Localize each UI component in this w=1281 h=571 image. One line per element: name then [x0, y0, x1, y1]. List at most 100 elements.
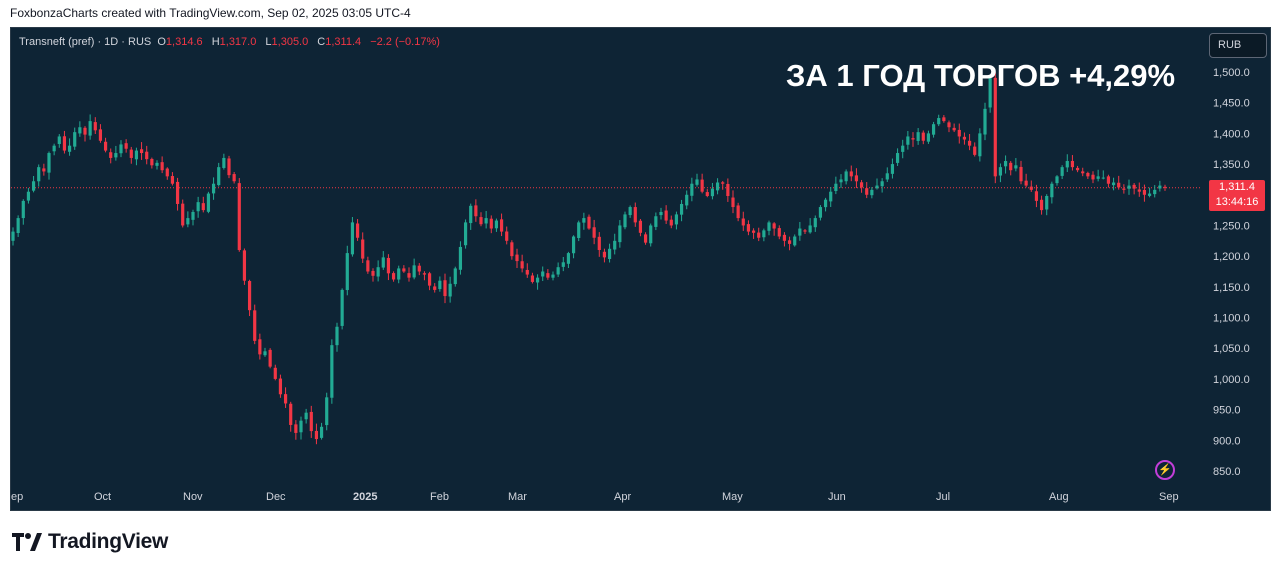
- candle-body: [319, 426, 324, 438]
- candle-body: [1122, 188, 1126, 190]
- candle-body: [484, 218, 488, 224]
- candle-body: [885, 173, 889, 180]
- candle-body: [700, 179, 704, 192]
- candle-body: [808, 225, 812, 233]
- candle-body: [181, 203, 185, 226]
- candle-body: [150, 158, 154, 166]
- candle-body: [854, 175, 859, 182]
- x-tick-label: Nov: [183, 491, 203, 503]
- candle-body: [561, 262, 565, 267]
- candle-body: [422, 273, 427, 275]
- candle-body: [391, 273, 396, 280]
- open-value: 1,314.6: [165, 36, 203, 48]
- candle-body: [1024, 180, 1028, 186]
- candle-body: [134, 150, 139, 160]
- candle-body: [201, 203, 205, 211]
- candle-body: [906, 136, 910, 145]
- candle-body: [155, 162, 159, 166]
- candle-body: [746, 224, 751, 232]
- candle-body: [1081, 171, 1085, 174]
- candle-body: [52, 145, 56, 152]
- x-tick-label: Feb: [430, 491, 449, 503]
- candle-body: [325, 397, 329, 426]
- candle-body: [967, 140, 972, 146]
- x-tick-label: Oct: [94, 491, 111, 503]
- ohlc-legend: Transneft (pref) · 1D · RUS O1,314.6 H1,…: [19, 36, 440, 48]
- y-tick-label: 1,450.0: [1213, 98, 1250, 110]
- candle-body: [1014, 165, 1018, 169]
- candle-body: [330, 345, 334, 398]
- bar-countdown: 13:44:16: [1215, 195, 1259, 208]
- candle-body: [669, 219, 673, 226]
- candle-body: [787, 240, 792, 244]
- candle-body: [998, 167, 1003, 176]
- candle-body: [921, 132, 925, 141]
- candle-body: [628, 207, 632, 216]
- candle-body: [633, 207, 637, 223]
- candle-body: [114, 153, 118, 158]
- candle-body: [566, 253, 571, 264]
- x-tick-label: Sep: [1159, 491, 1179, 503]
- lightning-icon[interactable]: ⚡: [1155, 460, 1175, 480]
- candle-body: [217, 167, 221, 186]
- price-chart[interactable]: 1,500.01,450.01,400.01,350.01,300.01,250…: [11, 28, 1271, 511]
- candle-body: [1117, 182, 1121, 188]
- candle-body: [813, 218, 817, 228]
- candle-body: [875, 185, 879, 189]
- x-tick-label: Apr: [614, 491, 631, 503]
- candle-body: [37, 167, 41, 182]
- candle-body: [191, 211, 195, 220]
- candle-body: [335, 326, 339, 346]
- candle-body: [849, 171, 853, 177]
- tradingview-logo[interactable]: TradingView: [12, 530, 168, 554]
- candle-body: [402, 268, 406, 272]
- candle-body: [587, 216, 591, 229]
- candle-body: [947, 122, 951, 128]
- close-value: 1,311.4: [325, 36, 362, 48]
- candle-body: [304, 412, 308, 420]
- candle-body: [443, 280, 447, 297]
- candle-body: [618, 225, 622, 243]
- x-tick-label: Aug: [1049, 491, 1069, 503]
- candle-body: [1019, 166, 1023, 182]
- currency-selector[interactable]: RUB: [1209, 33, 1267, 58]
- chart-annotation-headline: ЗА 1 ГОД ТОРГОВ +4,29%: [786, 58, 1176, 93]
- candle-body: [597, 236, 601, 251]
- symbol-label[interactable]: Transneft (pref) · 1D · RUS: [19, 36, 152, 48]
- candle-body: [1065, 161, 1069, 168]
- candle-body: [535, 277, 540, 283]
- candle-body: [1096, 176, 1100, 179]
- candle-body: [253, 310, 257, 341]
- candle-body: [571, 236, 576, 254]
- candle-body: [458, 246, 463, 270]
- candle-body: [911, 138, 915, 140]
- candle-body: [1158, 185, 1162, 189]
- y-tick-label: 1,050.0: [1213, 343, 1250, 355]
- candle-body: [859, 182, 864, 188]
- candle-body: [21, 200, 25, 219]
- candle-body: [515, 254, 519, 262]
- candle-body: [448, 283, 452, 297]
- candle-body: [145, 151, 149, 160]
- x-tick-label: Mar: [508, 491, 527, 503]
- chart-panel[interactable]: 1,500.01,450.01,400.01,350.01,300.01,250…: [10, 27, 1271, 511]
- candle-body: [11, 231, 15, 241]
- candle-body: [289, 403, 293, 425]
- candle-body: [1147, 193, 1152, 196]
- candle-body: [772, 223, 776, 229]
- y-tick-label: 1,000.0: [1213, 374, 1250, 386]
- y-tick-label: 850.0: [1213, 466, 1241, 478]
- candle-body: [83, 127, 87, 135]
- candle-body: [124, 143, 128, 149]
- candle-body: [16, 218, 20, 234]
- candle-body: [232, 174, 236, 182]
- candle-body: [1003, 161, 1008, 167]
- candle-body: [942, 117, 946, 122]
- candle-body: [1153, 189, 1157, 195]
- candle-body: [1111, 182, 1116, 186]
- candle-body: [407, 273, 411, 278]
- candle-body: [412, 265, 416, 278]
- candle-body: [931, 124, 936, 135]
- candle-body: [494, 220, 499, 229]
- candle-body: [268, 349, 272, 367]
